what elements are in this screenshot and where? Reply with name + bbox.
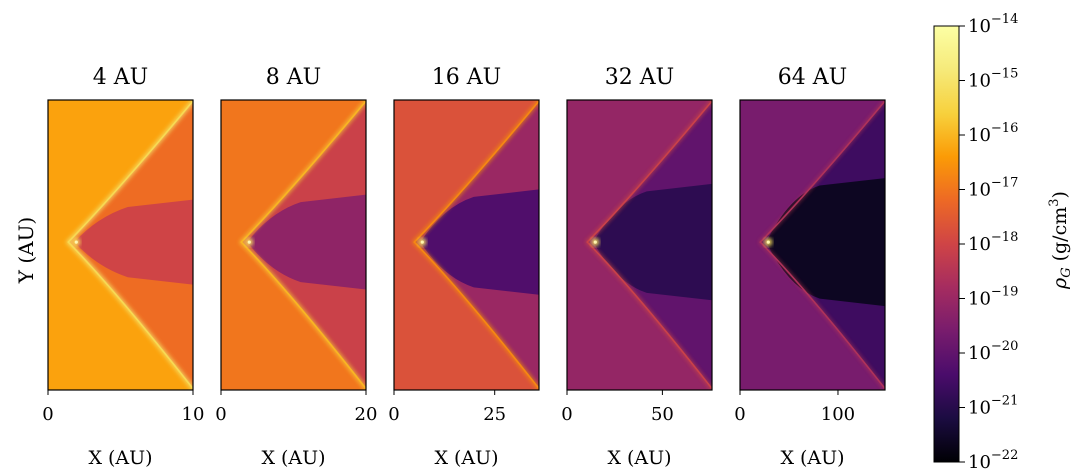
x-tick-label: 10 <box>182 404 205 425</box>
panel-title: 16 AU <box>432 65 501 90</box>
x-tick-label: 0 <box>42 404 53 425</box>
planet-core <box>247 240 251 244</box>
panel-title: 64 AU <box>778 65 847 90</box>
heatmap-panel-3: 16 AU 0 25 X (AU) <box>388 65 540 469</box>
panel-title: 4 AU <box>93 65 148 90</box>
heatmap-panel-2: 8 AU 0 20 X (AU) <box>215 65 377 469</box>
heatmap-panel-4: 32 AU 0 50 X (AU) <box>561 65 713 469</box>
x-tick-label: 0 <box>561 404 572 425</box>
colorbar-tick-label: 10−17 <box>968 176 1018 201</box>
low-density-tail <box>766 178 885 307</box>
colorbar-label: ρG(g/cm3) <box>1047 191 1074 290</box>
heatmap-panel-5: 64 AU 0 100 X (AU) <box>734 65 886 469</box>
x-tick-label: 0 <box>215 404 226 425</box>
colorbar-tick-label: 10−20 <box>968 339 1018 364</box>
shock-front-core <box>586 100 712 390</box>
colorbar-tick-label: 10−19 <box>968 285 1018 310</box>
heatmap-panel-1: 4 AU 0 10 X (AU) <box>42 65 204 469</box>
colorbar-tick-label: 10−15 <box>968 67 1018 92</box>
colorbar-tick-label: 10−16 <box>968 121 1018 146</box>
colorbar-tick-label: 10−18 <box>968 230 1018 255</box>
x-tick-label: 25 <box>483 404 506 425</box>
panel-frame <box>739 99 886 391</box>
colorbar-tick-label: 10−14 <box>968 12 1018 37</box>
planet-core <box>74 240 78 244</box>
x-axis-label: X (AU) <box>261 447 325 469</box>
x-tick-label: 20 <box>355 404 378 425</box>
low-density-tail <box>593 183 712 301</box>
x-tick-label: 0 <box>734 404 745 425</box>
heatmap-panels: 4 AU 0 10 X (AU) 8 AU 0 20 X (AU) 16 AU 0 25 X (AU)… <box>42 65 886 469</box>
planet-core <box>593 240 597 244</box>
shock-front-core <box>240 100 366 390</box>
colorbar-tick-label: 10−21 <box>968 394 1018 419</box>
panel-frame <box>220 99 367 391</box>
y-axis-label: Y (AU) <box>14 217 38 284</box>
shock-front-core <box>67 100 193 390</box>
low-density-tail <box>247 194 366 290</box>
x-axis-label: X (AU) <box>434 447 498 469</box>
x-axis-label: X (AU) <box>607 447 671 469</box>
panel-title: 32 AU <box>605 65 674 90</box>
panel-frame <box>393 99 540 391</box>
colorbar-ticks: 10−14 10−15 10−16 10−17 10−18 10−19 10−20 10−21… <box>959 12 1018 473</box>
shock-front-core <box>759 100 885 390</box>
panel-title: 8 AU <box>266 65 321 90</box>
x-tick-label: 100 <box>821 404 855 425</box>
low-density-tail <box>420 189 539 295</box>
planet-core <box>420 240 424 244</box>
x-tick-label: 0 <box>388 404 399 425</box>
low-density-tail <box>74 199 193 285</box>
colorbar-gradient <box>933 25 960 463</box>
colorbar-tick-label: 10−22 <box>968 448 1018 473</box>
panel-frame <box>566 99 713 391</box>
colorbar: 10−14 10−15 10−16 10−17 10−18 10−19 10−20 10−21… <box>933 12 1074 473</box>
x-tick-label: 50 <box>651 404 674 425</box>
x-axis-label: X (AU) <box>88 447 152 469</box>
planet-core <box>766 240 770 244</box>
x-axis-label: X (AU) <box>780 447 844 469</box>
panel-frame <box>47 99 194 391</box>
shock-front-core <box>413 100 539 390</box>
